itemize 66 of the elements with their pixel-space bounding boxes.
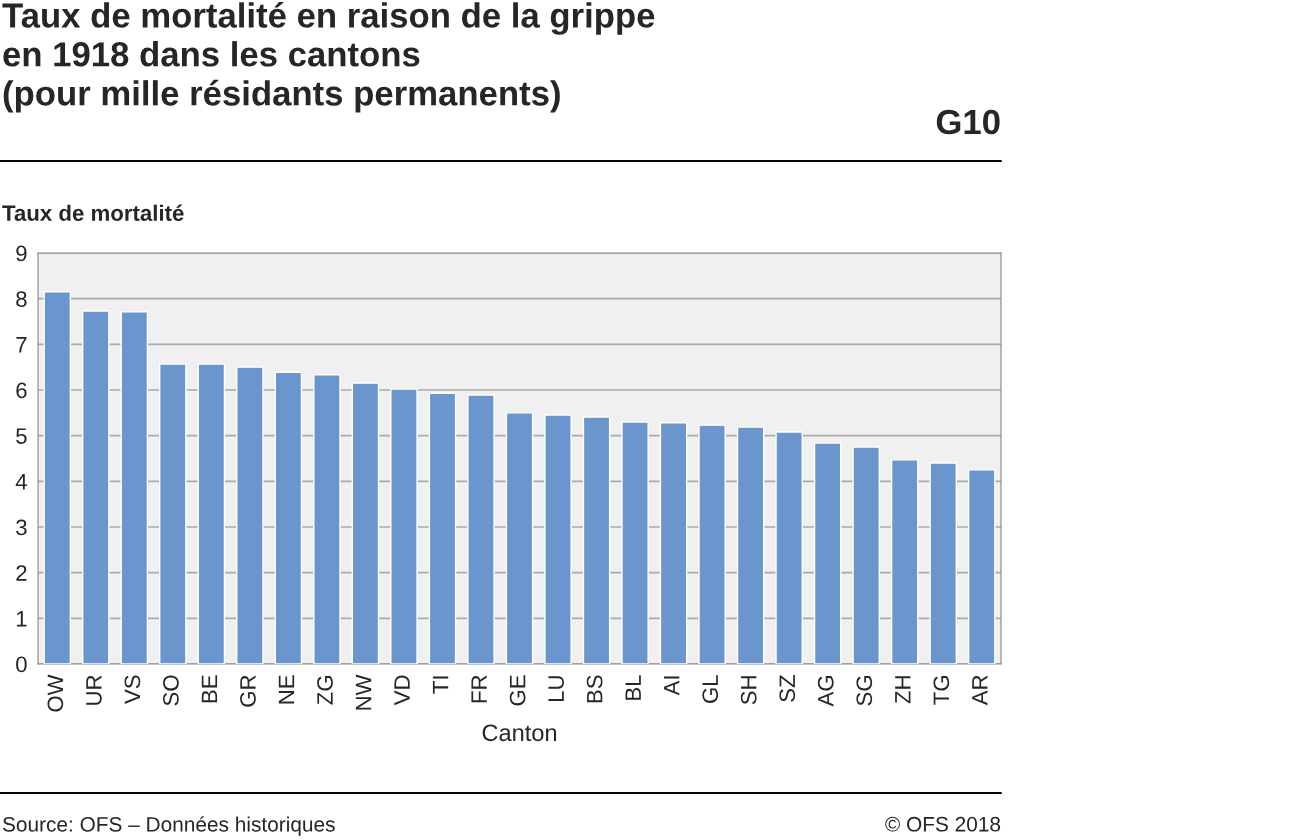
x-tick-label: LU xyxy=(548,676,564,701)
bar xyxy=(43,291,72,664)
y-tick-label: 7 xyxy=(16,337,27,353)
bar xyxy=(967,469,996,664)
x-tick-label: VS xyxy=(124,675,141,704)
bar xyxy=(505,412,534,664)
bar xyxy=(544,414,572,664)
x-tick-label: TG xyxy=(933,676,950,705)
x-tick-label: BS xyxy=(586,675,603,703)
text: © OFS 2018 xyxy=(885,816,1001,832)
y-axis-title: Taux de mortalité xyxy=(2,204,184,221)
x-axis-title: Canton xyxy=(482,724,557,742)
bar xyxy=(390,388,418,664)
y-tick-label: 4 xyxy=(15,474,27,490)
bar xyxy=(274,371,303,664)
bar xyxy=(120,311,149,664)
text: G10 xyxy=(936,109,1000,135)
x-tick-label: SZ xyxy=(779,675,796,702)
bar xyxy=(736,426,765,664)
bar xyxy=(236,366,264,664)
y-tick-label: 6 xyxy=(16,382,27,399)
x-tick-label: ZG xyxy=(317,676,333,705)
x-tick-label: AG xyxy=(817,676,834,707)
x-tick-label: SG xyxy=(856,676,873,706)
x-tick-label: AI xyxy=(664,676,680,696)
x-tick-label: BL xyxy=(625,675,641,700)
x-tick-label: TI xyxy=(432,676,449,694)
bar xyxy=(929,462,958,664)
x-tick-label: NE xyxy=(278,675,295,704)
y-tick-label: 9 xyxy=(16,245,27,262)
bar xyxy=(81,310,110,664)
x-tick-label: BE xyxy=(201,675,218,703)
bar xyxy=(659,422,688,664)
chart-title: Taux de mortalité en raison de la grippe en 1918 dans les cantons (pour mille résidants permanents) xyxy=(2,2,655,113)
bar xyxy=(197,363,226,664)
y-tick-label: 8 xyxy=(16,291,27,307)
x-tick-label: VD xyxy=(394,675,410,706)
x-tick-label: NW xyxy=(355,674,372,710)
x-tick-label: GR xyxy=(240,675,256,707)
x-tick-label: UR xyxy=(86,675,102,705)
bar xyxy=(621,421,649,664)
y-tick-label: 3 xyxy=(16,519,27,536)
bar xyxy=(428,392,457,664)
bar xyxy=(852,446,880,664)
bar xyxy=(890,459,919,664)
bar xyxy=(159,363,187,664)
bar xyxy=(467,394,495,664)
bar xyxy=(813,442,842,664)
y-tick-label: 2 xyxy=(16,565,27,581)
bar xyxy=(582,416,611,664)
x-tick-label: SH xyxy=(740,676,757,705)
x-tick-label: GL xyxy=(702,675,719,703)
bar xyxy=(698,424,726,664)
bar xyxy=(313,374,341,664)
y-tick-label: 5 xyxy=(16,428,27,444)
x-tick-label: SO xyxy=(163,675,179,706)
y-tick-label: 1 xyxy=(16,611,27,627)
x-tick-label: FR xyxy=(471,675,487,703)
y-tick-label: 0 xyxy=(16,656,27,673)
x-tick-label: AR xyxy=(972,675,988,706)
x-tick-label: OW xyxy=(47,674,64,712)
source-note: Source: OFS – Données historiques xyxy=(2,816,335,836)
x-tick-label: GE xyxy=(509,675,526,706)
bar xyxy=(775,431,803,664)
bar xyxy=(351,382,380,664)
x-tick-label: ZH xyxy=(895,676,911,704)
